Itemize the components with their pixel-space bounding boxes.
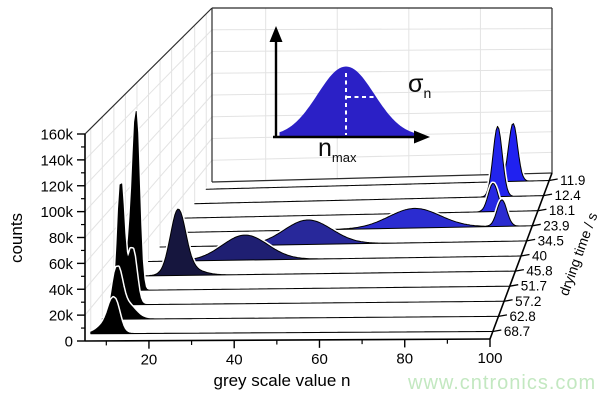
y-tick-label: 40k (49, 282, 74, 299)
nmax-symbol: n (318, 134, 332, 162)
x-tick-label: 20 (141, 352, 158, 369)
depth-tick (498, 314, 508, 318)
x-tick-label: 100 (477, 350, 502, 367)
y-axis-title: counts (7, 212, 26, 264)
depth-tick-label: 12.4 (555, 188, 582, 203)
depth-tick-label: 51.7 (521, 279, 547, 294)
y-tick-label: 20k (49, 308, 74, 325)
x-axis-title: grey scale value n (213, 371, 351, 390)
inset-gaussian-curve (279, 66, 425, 138)
series-curve-18.1 (182, 183, 539, 219)
x-tick-label: 80 (396, 350, 413, 367)
back-wall-gridline-h (211, 48, 553, 52)
series-curve-57.2 (113, 183, 505, 306)
y-tick-label: 100k (40, 204, 73, 221)
depth-tick (532, 223, 541, 227)
series-curve-45.8 (136, 208, 516, 277)
watermark-text: www.cntronics.com (408, 372, 597, 394)
series-curve-23.9 (171, 199, 533, 234)
inset-y-axis-arrowhead (269, 26, 283, 42)
depth-tick (543, 193, 553, 197)
depth-tick-label: 34.5 (538, 233, 564, 248)
nmax-subscript: max (331, 150, 357, 165)
depth-tick (549, 178, 558, 182)
back-wall-gridline-h (211, 69, 553, 74)
depth-tick-label: 45.8 (526, 264, 552, 279)
inset-nmax-label: nmax (318, 134, 356, 165)
series-curve-40 (148, 234, 522, 262)
y-tick-label: 160k (40, 127, 73, 144)
depth-tick (537, 208, 547, 212)
sigma-symbol: σ (408, 70, 424, 98)
depth-tick (526, 238, 536, 242)
back-wall-gridline-h (211, 28, 553, 31)
inset-sigma-label: σn (408, 70, 431, 101)
y-tick-label: 140k (40, 152, 73, 169)
y-tick-label: 80k (49, 230, 74, 247)
depth-tick-label: 23.9 (543, 218, 569, 233)
series-curve-62.8 (101, 266, 499, 320)
depth-tick (503, 299, 513, 302)
depth-tick-label: 57.2 (515, 294, 541, 309)
depth-tick-label: 11.9 (560, 173, 585, 188)
depth-tick (515, 268, 524, 272)
left-wall-top-edge (84, 7, 213, 135)
inset-x-axis-arrowhead (414, 130, 430, 144)
back-wall (212, 8, 552, 182)
y-tick-label: 120k (40, 178, 73, 195)
depth-tick (509, 284, 519, 287)
depth-tick-label: 62.8 (509, 309, 535, 324)
y-tick-label: 60k (49, 256, 74, 273)
back-wall-gridline-h (211, 90, 553, 96)
x-tick-label: 60 (311, 351, 328, 368)
x-axis (84, 338, 491, 342)
sigma-subscript: n (423, 85, 432, 101)
series-curve-12.4 (194, 125, 544, 205)
y-tick-label: 0 (65, 334, 73, 351)
series-curve-51.7 (124, 111, 511, 291)
depth-tick (492, 329, 502, 333)
series-curve-68.7 (90, 297, 494, 335)
x-tick-label: 40 (226, 351, 243, 368)
depth-tick-label: 40 (532, 249, 547, 264)
depth-tick-label: 18.1 (549, 203, 575, 218)
depth-tick-label: 68.7 (504, 324, 530, 339)
depth-tick (520, 253, 530, 257)
